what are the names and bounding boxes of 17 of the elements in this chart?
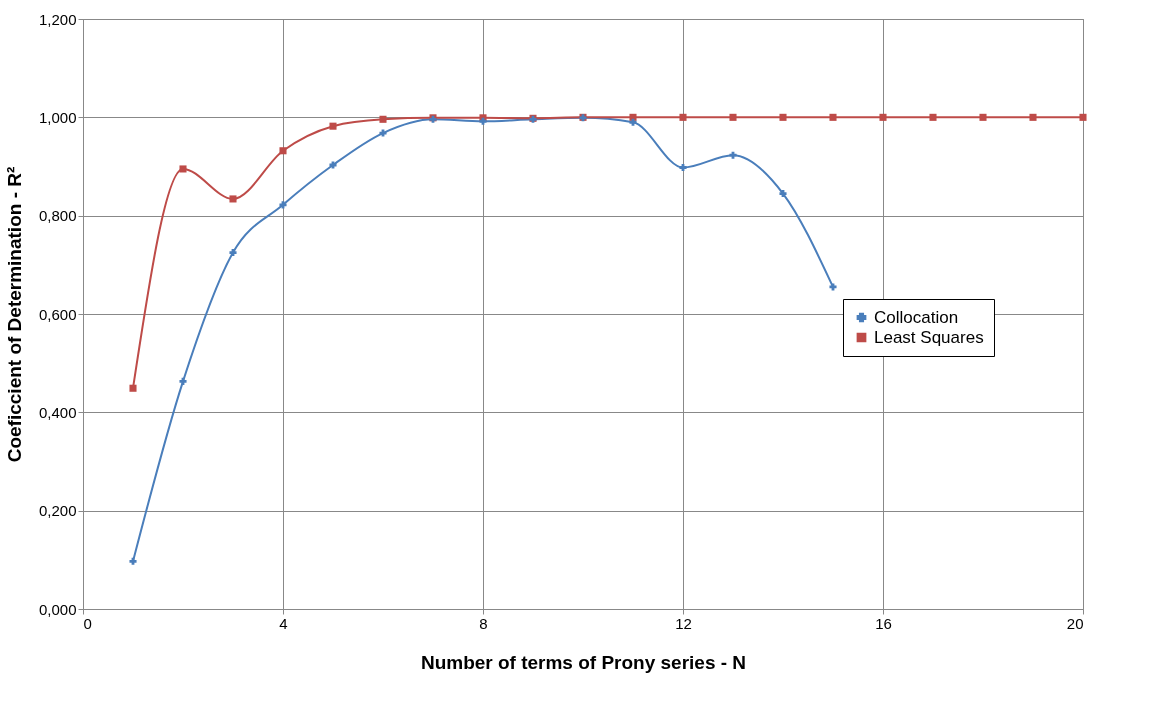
y-tick-label: 1,200 — [38, 10, 77, 28]
x-tick-label: 12 — [675, 614, 692, 632]
y-tick-label: 0,800 — [38, 207, 77, 225]
x-tick-label: 0 — [83, 614, 92, 632]
legend-label: Collocation — [874, 307, 959, 327]
x-tick-label: 8 — [479, 614, 488, 632]
y-tick-label: 0,600 — [38, 305, 77, 323]
x-axis-title: Number of terms of Prony series - N — [420, 651, 747, 673]
y-tick-label: 1,000 — [38, 108, 77, 126]
x-tick-label: 16 — [875, 614, 892, 632]
x-tick-label: 4 — [279, 614, 288, 632]
x-tick-label: 20 — [1066, 614, 1084, 632]
y-tick-label: 0,200 — [38, 502, 77, 520]
y-tick-label: 0,000 — [38, 600, 77, 618]
y-axis-title: Coeficcient of Determination - R² — [3, 166, 25, 463]
y-tick-label: 0,400 — [38, 403, 77, 421]
legend-label: Least Squares — [874, 327, 984, 347]
